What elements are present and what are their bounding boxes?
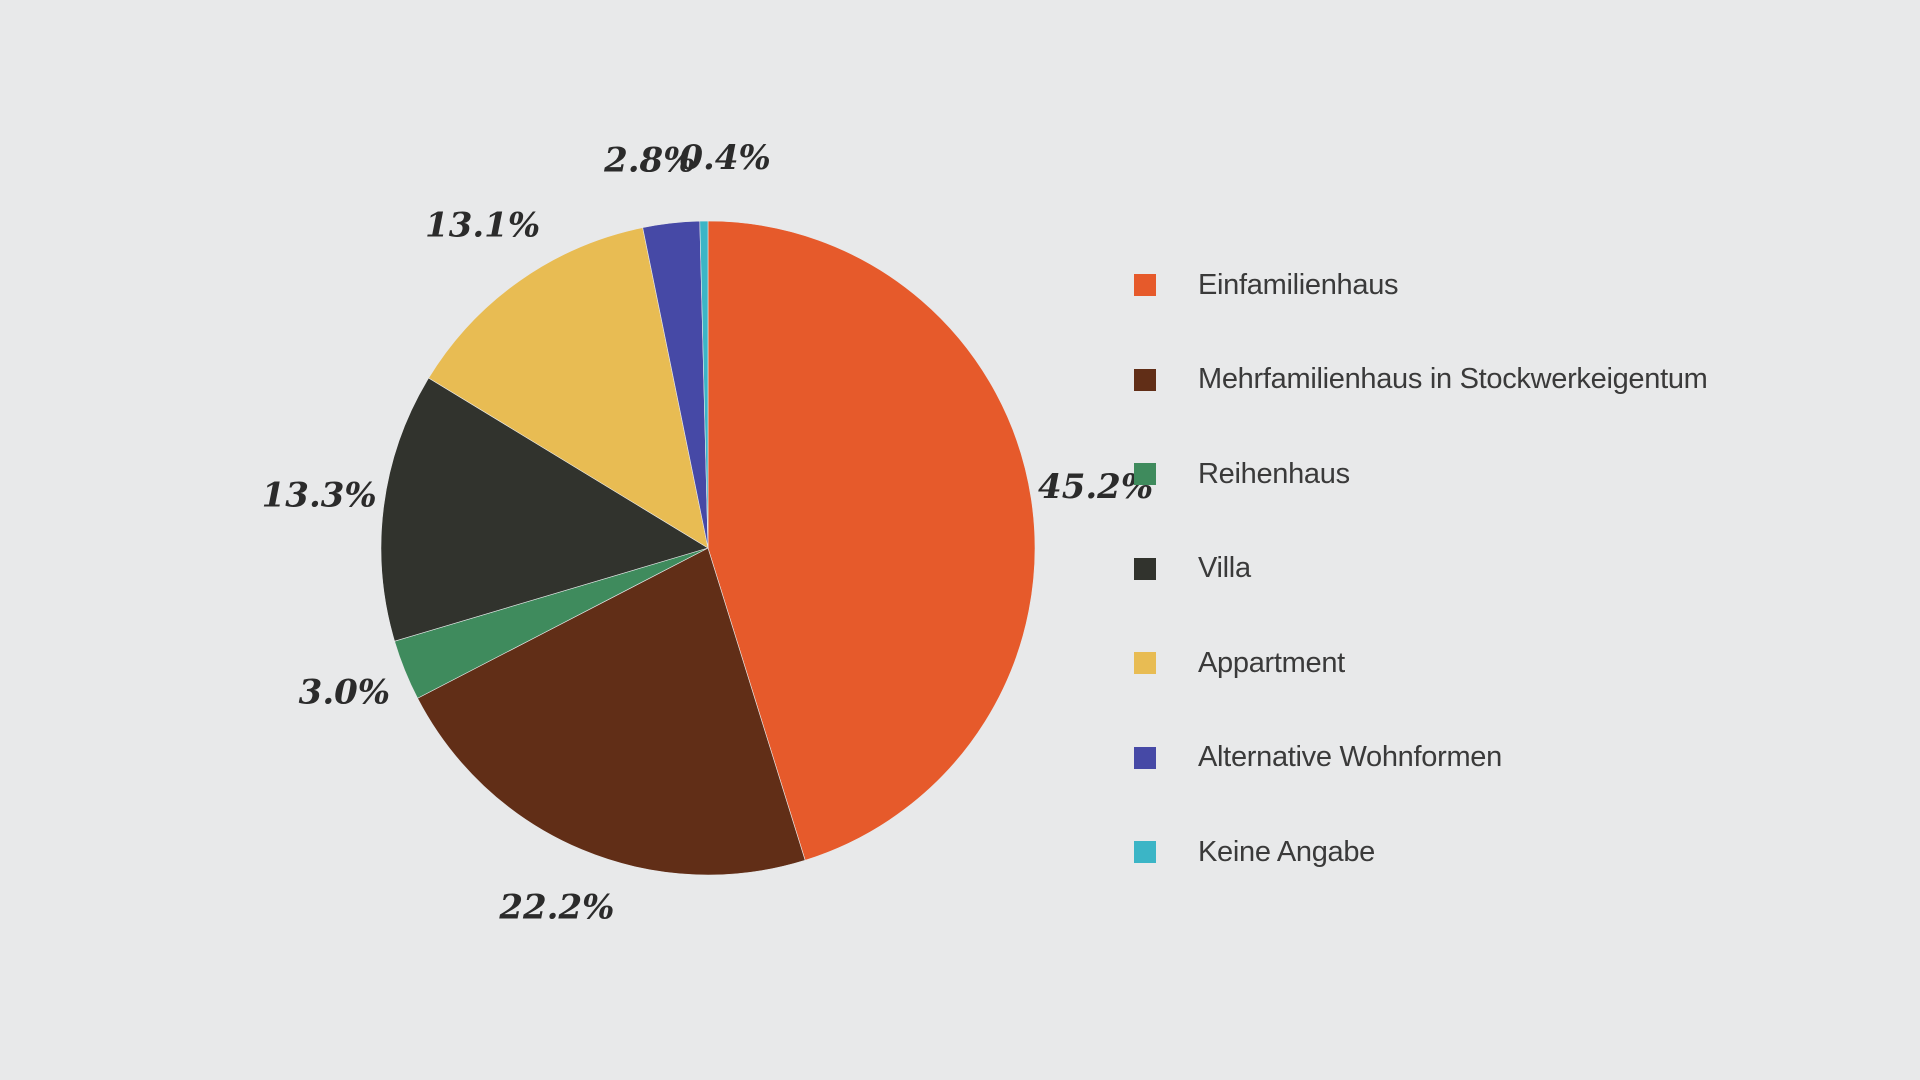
legend-swatch (1134, 463, 1156, 486)
legend-item-reihenhaus: Reihenhaus (1134, 427, 1708, 522)
legend-item-keine-angabe: Keine Angabe (1134, 805, 1708, 900)
legend-swatch (1134, 746, 1156, 769)
slice-label-keine-angabe: 0.4% (679, 138, 770, 178)
legend-item-appartment: Appartment (1134, 616, 1708, 711)
slice-label-alternative-wohnformen: 2.8% (603, 141, 695, 181)
slice-label-einfamilienhaus: 45.2% (1038, 467, 1153, 507)
slice-label-reihenhaus: 3.0% (299, 673, 390, 713)
pie-slice-einfamilienhaus (707, 220, 1036, 861)
legend-label: Reihenhaus (1198, 457, 1350, 490)
pie-slices (380, 220, 1036, 876)
pie-slice-appartment (428, 227, 709, 549)
pie-slice-villa (380, 377, 709, 642)
legend-label: Appartment (1198, 646, 1345, 679)
legend-label: Mehrfamilienhaus in Stockwerkeigentum (1198, 363, 1708, 396)
legend-item-villa: Villa (1134, 522, 1708, 617)
legend-swatch (1134, 368, 1156, 391)
pie-slice-mehrfamilienhaus-in-stockwerkeigentum (417, 547, 806, 876)
pie-slice-keine-angabe (699, 220, 709, 549)
legend-label: Keine Angabe (1198, 835, 1376, 868)
legend-item-alternative-wohnformen: Alternative Wohnformen (1134, 711, 1708, 806)
legend-label: Villa (1198, 552, 1251, 585)
legend-label: Einfamilienhaus (1198, 268, 1399, 301)
legend-swatch (1134, 274, 1156, 297)
legend-swatch (1134, 652, 1156, 675)
legend-swatch (1134, 841, 1156, 864)
legend-item-mehrfamilienhaus: Mehrfamilienhaus in Stockwerkeigentum (1134, 333, 1708, 428)
slice-label-villa: 13.3% (262, 476, 377, 516)
pie-labels: 45.2% 22.2% 3.0% 13.3% 13.1% 2.8%0.4% (262, 138, 1154, 928)
legend-item-einfamilienhaus: Einfamilienhaus (1134, 238, 1708, 333)
legend-label: Alternative Wohnformen (1198, 741, 1502, 774)
slice-label-appartment: 13.1% (425, 205, 540, 245)
legend: Einfamilienhaus Mehrfamilienhaus in Stoc… (1134, 238, 1708, 900)
slice-label-mehrfamilienhaus-in-stockwerkeigentum: 22.2% (498, 888, 614, 928)
legend-swatch (1134, 557, 1156, 580)
